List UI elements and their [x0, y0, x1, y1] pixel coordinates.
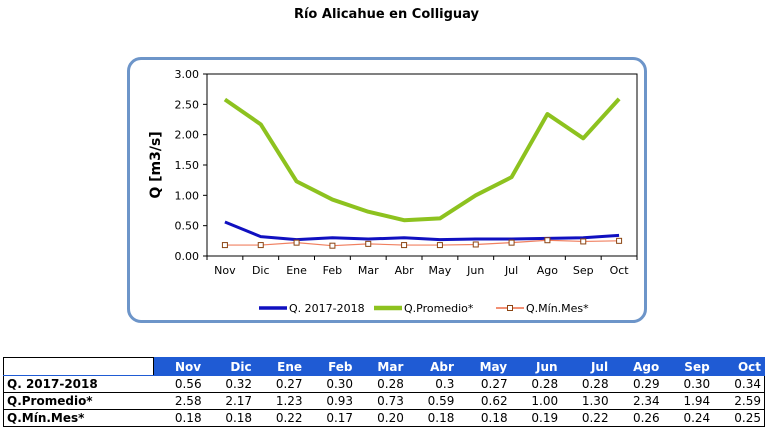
table-cell: 0.28 — [561, 375, 612, 393]
table-cell: 2.58 — [153, 392, 205, 410]
table-cell: 0.27 — [457, 375, 511, 393]
table-cell: 0.19 — [510, 409, 562, 427]
y-tick-label: 2.50 — [175, 98, 200, 111]
table-cell: 2.17 — [204, 392, 256, 410]
data-point-marker — [580, 238, 587, 245]
table-row: Q. 2017-2018 0.56 0.32 0.27 0.30 0.28 0.… — [3, 375, 766, 393]
table-cell: 0.22 — [255, 409, 306, 427]
table-header-row: Nov Dic Ene Feb Mar Abr May Jun Jul Ago … — [3, 357, 766, 376]
data-point-marker — [221, 242, 228, 249]
table-cell: 1.30 — [561, 392, 612, 410]
x-tick-label: Feb — [323, 264, 342, 277]
table-cell: 0.29 — [611, 375, 663, 393]
data-point-marker — [544, 237, 551, 244]
table-cell: 0.30 — [305, 375, 357, 393]
table-header-cell: Nov — [152, 357, 206, 376]
y-tick-label: 1.50 — [175, 159, 200, 172]
table-header-cell: Oct — [712, 357, 766, 376]
table-cell: 1.00 — [510, 392, 562, 410]
y-tick-label: 3.00 — [175, 68, 200, 81]
x-tick-label: Dic — [252, 264, 270, 277]
table-cell: 0.17 — [305, 409, 357, 427]
x-tick-label: Jul — [504, 264, 518, 277]
series-line-1 — [224, 220, 620, 242]
row-label: Q.Mín.Mes* — [3, 409, 154, 427]
table-cell: 0.73 — [356, 392, 407, 410]
legend-label: Q.Mín.Mes* — [526, 302, 589, 315]
x-tick-label: Nov — [214, 264, 236, 277]
table-cell: 0.93 — [305, 392, 357, 410]
chart-title: Río Alicahue en Colliguay — [293, 7, 480, 22]
table-cell: 0.18 — [204, 409, 256, 427]
table-cell: 0.59 — [406, 392, 458, 410]
table-header-cell: Ene — [254, 357, 307, 376]
line-chart: 0.00 0.50 1.00 1.50 2.00 2.50 3.00 Nov Dic Ene Feb… — [148, 68, 638, 315]
table-cell: 1.23 — [255, 392, 306, 410]
x-tick-label: Abr — [395, 264, 415, 277]
table-cell: 0.25 — [713, 409, 766, 427]
x-tick-label: Jun — [466, 264, 484, 277]
table-cell: 1.94 — [662, 392, 714, 410]
series-line-3 — [224, 239, 620, 247]
table-cell: 0.62 — [457, 392, 511, 410]
y-tick-label: 0.00 — [175, 250, 200, 263]
table-header-cell: Jul — [560, 357, 613, 376]
x-tick-label: May — [429, 264, 452, 277]
table-header-cell: Mar — [355, 357, 408, 376]
y-axis-label: Q [m3/s] — [148, 131, 164, 198]
legend-label: Q. 2017-2018 — [289, 302, 365, 315]
table-cell: 0.18 — [457, 409, 511, 427]
data-table: Nov Dic Ene Feb Mar Abr May Jun Jul Ago … — [3, 357, 766, 427]
table-header-cell: Dic — [204, 357, 256, 376]
data-point-marker — [616, 237, 623, 244]
y-tick-label: 2.00 — [175, 129, 200, 142]
data-point-marker — [365, 240, 372, 247]
table-header-cell: Ago — [611, 357, 664, 376]
data-point-marker — [508, 239, 515, 246]
table-cell: 0.27 — [255, 375, 306, 393]
x-tick-label: Ene — [286, 264, 307, 277]
legend-label: Q.Promedio* — [404, 302, 474, 315]
table-row: Q.Mín.Mes* 0.18 0.18 0.22 0.17 0.20 0.18… — [3, 409, 766, 427]
table-cell: 0.56 — [153, 375, 205, 393]
table-header-cell: May — [456, 357, 512, 376]
x-tick-label: Sep — [573, 264, 594, 277]
table-cell: 0.18 — [153, 409, 205, 427]
data-point-marker — [472, 241, 479, 248]
table-cell: 0.22 — [561, 409, 612, 427]
table-cell: 0.18 — [406, 409, 458, 427]
row-label: Q. 2017-2018 — [3, 375, 154, 393]
table-corner — [3, 357, 154, 376]
table-cell: 0.30 — [662, 375, 714, 393]
table-cell: 0.24 — [662, 409, 714, 427]
data-point-marker — [401, 242, 408, 249]
data-point-marker — [257, 242, 264, 249]
x-tick-label: Mar — [358, 264, 379, 277]
x-tick-label: Oct — [610, 264, 630, 277]
row-label: Q.Promedio* — [3, 392, 154, 410]
table-cell: 0.28 — [510, 375, 562, 393]
table-header-cell: Jun — [510, 357, 562, 376]
plot-area — [206, 73, 638, 257]
table-header-cell: Sep — [662, 357, 714, 376]
table-header-cell: Abr — [406, 357, 458, 376]
table-header-cell: Feb — [305, 357, 357, 376]
table-cell: 2.34 — [611, 392, 663, 410]
legend-marker — [507, 305, 513, 311]
series-line-2 — [223, 97, 621, 223]
table-cell: 0.28 — [356, 375, 407, 393]
table-cell: 0.34 — [713, 375, 766, 393]
table-cell: 0.32 — [204, 375, 256, 393]
table-cell: 0.26 — [611, 409, 663, 427]
data-point-marker — [293, 239, 300, 246]
y-tick-label: 0.50 — [175, 220, 200, 233]
y-tick-label: 1.00 — [175, 189, 200, 202]
table-cell: 0.20 — [356, 409, 407, 427]
table-cell: 2.59 — [713, 392, 766, 410]
table-cell: 0.3 — [406, 375, 458, 393]
x-tick-label: Ago — [537, 264, 559, 277]
data-point-marker — [329, 242, 336, 249]
table-row: Q.Promedio* 2.58 2.17 1.23 0.93 0.73 0.5… — [3, 392, 766, 410]
data-point-marker — [436, 242, 443, 249]
